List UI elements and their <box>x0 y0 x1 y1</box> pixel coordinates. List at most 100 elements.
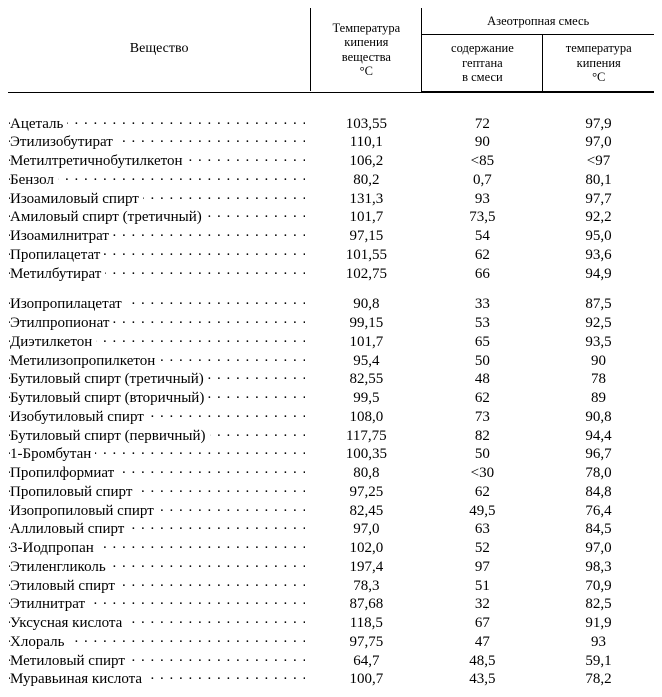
cell-bp-mix: 95,0 <box>543 227 654 246</box>
cell-substance-name: Муравьиная кислота <box>8 670 311 689</box>
cell-bp: 80,8 <box>311 464 422 483</box>
cell-heptane: 50 <box>422 445 543 464</box>
cell-substance-name: Бутиловый спирт (вторичный) <box>8 389 311 408</box>
table-row: Диэтилкетон101,76593,5 <box>8 333 654 352</box>
table-row: Изоамилнитрат97,155495,0 <box>8 227 654 246</box>
cell-bp: 90,8 <box>311 295 422 314</box>
cell-bp: 100,35 <box>311 445 422 464</box>
cell-bp: 97,15 <box>311 227 422 246</box>
cell-bp: 118,5 <box>311 614 422 633</box>
cell-heptane: 51 <box>422 577 543 596</box>
cell-bp: 103,55 <box>311 115 422 134</box>
cell-bp-mix: 78 <box>543 370 654 389</box>
table-row: Метилбутират102,756694,9 <box>8 265 654 284</box>
table-row: Пропилформиат80,8<3078,0 <box>8 464 654 483</box>
table-row: Бутиловый спирт (вторичный)99,56289 <box>8 389 654 408</box>
cell-bp-mix: <97 <box>543 152 654 171</box>
cell-bp-mix: 82,5 <box>543 595 654 614</box>
header-heptane-content: содержаниегептанав смеси <box>422 35 543 91</box>
table-row: Бензол80,20,780,1 <box>8 171 654 190</box>
cell-heptane: 73,5 <box>422 208 543 227</box>
table-row: Аллиловый спирт97,06384,5 <box>8 520 654 539</box>
cell-substance-name: Пропилформиат <box>8 464 311 483</box>
cell-bp: 100,7 <box>311 670 422 689</box>
cell-substance-name: Изопропиловый спирт <box>8 502 311 521</box>
cell-substance-name: Изоамилнитрат <box>8 227 311 246</box>
cell-substance-name: Метилизопропилкетон <box>8 352 311 371</box>
cell-bp: 131,3 <box>311 190 422 209</box>
table-row: Хлораль97,754793 <box>8 633 654 652</box>
header-bp-mix: температуракипения°C <box>543 35 654 91</box>
cell-bp-mix: 92,2 <box>543 208 654 227</box>
cell-bp: 99,5 <box>311 389 422 408</box>
cell-bp-mix: 78,0 <box>543 464 654 483</box>
cell-heptane: 62 <box>422 483 543 502</box>
table-row: Этиленгликоль197,49798,3 <box>8 558 654 577</box>
cell-bp: 108,0 <box>311 408 422 427</box>
cell-bp: 78,3 <box>311 577 422 596</box>
cell-heptane: 54 <box>422 227 543 246</box>
cell-substance-name: Амиловый спирт (третичный) <box>8 208 311 227</box>
cell-substance-name: Изопропилацетат <box>8 295 311 314</box>
cell-heptane: 49,5 <box>422 502 543 521</box>
cell-bp: 99,15 <box>311 314 422 333</box>
cell-substance-name: 3-Иодпропан <box>8 539 311 558</box>
cell-heptane: 62 <box>422 389 543 408</box>
cell-heptane: 82 <box>422 427 543 446</box>
cell-bp: 82,45 <box>311 502 422 521</box>
cell-bp: 117,75 <box>311 427 422 446</box>
cell-heptane: 62 <box>422 246 543 265</box>
cell-substance-name: Хлораль <box>8 633 311 652</box>
cell-bp-mix: 87,5 <box>543 295 654 314</box>
cell-substance-name: Изоамиловый спирт <box>8 190 311 209</box>
cell-heptane: 66 <box>422 265 543 284</box>
cell-bp: 97,75 <box>311 633 422 652</box>
cell-heptane: 48 <box>422 370 543 389</box>
cell-heptane: <30 <box>422 464 543 483</box>
table-row: 3-Иодпропан102,05297,0 <box>8 539 654 558</box>
cell-bp-mix: 97,7 <box>543 190 654 209</box>
cell-bp-mix: 93 <box>543 633 654 652</box>
cell-bp-mix: 59,1 <box>543 652 654 671</box>
azeotrope-table: Вещество Температуракипениявещества°C Аз… <box>8 8 654 689</box>
cell-heptane: 32 <box>422 595 543 614</box>
table-row: Бутиловый спирт (третичный)82,554878 <box>8 370 654 389</box>
cell-bp-mix: 97,0 <box>543 133 654 152</box>
cell-substance-name: Пропилацетат <box>8 246 311 265</box>
cell-bp-mix: 89 <box>543 389 654 408</box>
cell-substance-name: Метиловый спирт <box>8 652 311 671</box>
cell-substance-name: Этиловый спирт <box>8 577 311 596</box>
cell-substance-name: Метилбутират <box>8 265 311 284</box>
cell-substance-name: Пропиловый спирт <box>8 483 311 502</box>
cell-bp: 82,55 <box>311 370 422 389</box>
cell-substance-name: Аллиловый спирт <box>8 520 311 539</box>
cell-bp: 97,25 <box>311 483 422 502</box>
cell-substance-name: Ацеталь <box>8 115 311 134</box>
cell-bp-mix: 84,5 <box>543 520 654 539</box>
cell-bp: 110,1 <box>311 133 422 152</box>
cell-substance-name: Этилпропионат <box>8 314 311 333</box>
cell-substance-name: 1-Бромбутан <box>8 445 311 464</box>
table-row: Изопропиловый спирт82,4549,576,4 <box>8 502 654 521</box>
cell-heptane: 33 <box>422 295 543 314</box>
cell-bp-mix: 97,9 <box>543 115 654 134</box>
cell-bp: 197,4 <box>311 558 422 577</box>
cell-substance-name: Изобутиловый спирт <box>8 408 311 427</box>
table-row: Бутиловый спирт (первичный)117,758294,4 <box>8 427 654 446</box>
cell-substance-name: Этилизобутират <box>8 133 311 152</box>
cell-heptane: 72 <box>422 115 543 134</box>
header-bp-substance: Температуракипениявещества°C <box>311 8 422 91</box>
cell-heptane: 67 <box>422 614 543 633</box>
cell-heptane: 90 <box>422 133 543 152</box>
cell-heptane: 43,5 <box>422 670 543 689</box>
cell-heptane: 47 <box>422 633 543 652</box>
table-row: Этилнитрат87,683282,5 <box>8 595 654 614</box>
cell-substance-name: Этилнитрат <box>8 595 311 614</box>
cell-bp-mix: 90 <box>543 352 654 371</box>
cell-substance-name: Бутиловый спирт (третичный) <box>8 370 311 389</box>
cell-bp-mix: 92,5 <box>543 314 654 333</box>
cell-bp-mix: 91,9 <box>543 614 654 633</box>
cell-bp: 106,2 <box>311 152 422 171</box>
table-row: Метилтретичнобутилкетон106,2<85<97 <box>8 152 654 171</box>
cell-bp-mix: 98,3 <box>543 558 654 577</box>
